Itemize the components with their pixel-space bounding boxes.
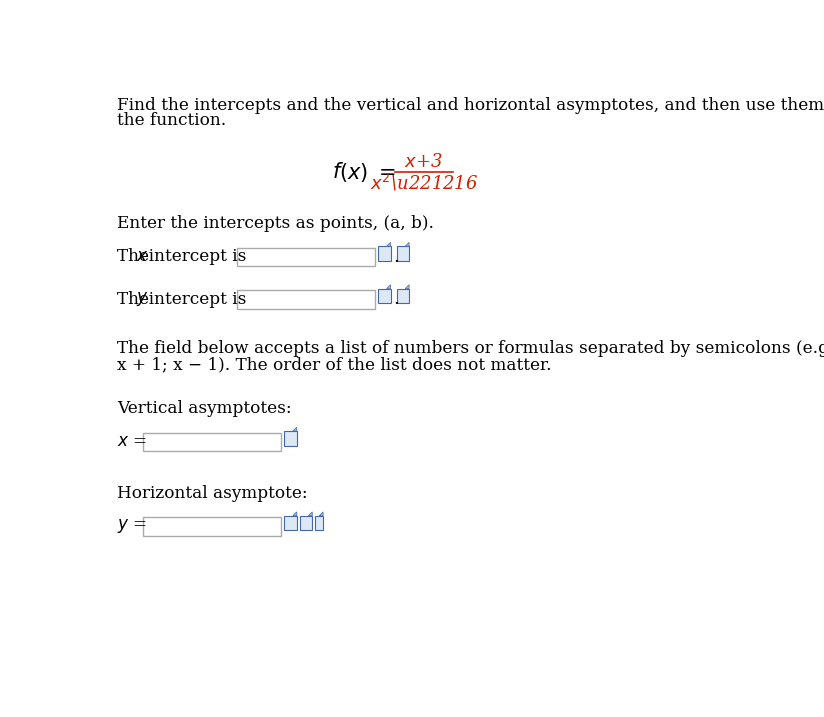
Text: -intercept is: -intercept is (143, 291, 246, 308)
Text: Horizontal asymptote:: Horizontal asymptote: (117, 485, 307, 502)
FancyBboxPatch shape (316, 516, 323, 531)
FancyBboxPatch shape (284, 516, 297, 531)
Text: $\mathit{x}$+3: $\mathit{x}$+3 (405, 153, 443, 171)
Text: $\mathit{x}$ =: $\mathit{x}$ = (117, 433, 147, 450)
Text: $\mathit{x}$: $\mathit{x}$ (136, 249, 148, 265)
Polygon shape (386, 242, 391, 246)
Text: Enter the intercepts as points, (a, b).: Enter the intercepts as points, (a, b). (117, 215, 434, 232)
Polygon shape (405, 242, 410, 246)
Text: $\mathbf{\mathit{f}}$: $\mathbf{\mathit{f}}$ (331, 162, 344, 182)
Text: $\mathit{(x)}$$\ =$: $\mathit{(x)}$$\ =$ (339, 161, 396, 184)
FancyBboxPatch shape (237, 248, 375, 266)
Polygon shape (308, 512, 312, 516)
Text: The: The (117, 249, 154, 265)
FancyBboxPatch shape (237, 290, 375, 308)
Text: The field below accepts a list of numbers or formulas separated by semicolons (e: The field below accepts a list of number… (117, 340, 824, 357)
Text: Find the intercepts and the vertical and horizontal asymptotes, and then use the: Find the intercepts and the vertical and… (117, 97, 824, 114)
FancyBboxPatch shape (378, 246, 391, 261)
FancyBboxPatch shape (396, 246, 410, 261)
Polygon shape (386, 285, 391, 288)
FancyBboxPatch shape (284, 431, 297, 446)
Text: Vertical asymptotes:: Vertical asymptotes: (117, 400, 292, 417)
FancyBboxPatch shape (143, 517, 281, 536)
FancyBboxPatch shape (396, 288, 410, 303)
Text: The: The (117, 291, 154, 308)
FancyBboxPatch shape (378, 288, 391, 303)
Polygon shape (319, 512, 323, 516)
Text: $\mathit{y}$: $\mathit{y}$ (136, 290, 148, 308)
Text: .: . (394, 290, 400, 308)
FancyBboxPatch shape (300, 516, 312, 531)
Text: $\mathit{x}^{2}$\u221216: $\mathit{x}^{2}$\u221216 (370, 173, 478, 194)
FancyBboxPatch shape (143, 432, 281, 451)
Polygon shape (405, 285, 410, 288)
Text: $\mathit{y}$ =: $\mathit{y}$ = (117, 518, 147, 536)
Text: -intercept is: -intercept is (143, 249, 246, 265)
Text: the function.: the function. (117, 113, 227, 129)
Polygon shape (293, 512, 297, 516)
Text: x + 1; x − 1). The order of the list does not matter.: x + 1; x − 1). The order of the list doe… (117, 356, 551, 374)
Polygon shape (293, 427, 297, 431)
Text: .: . (394, 248, 400, 266)
